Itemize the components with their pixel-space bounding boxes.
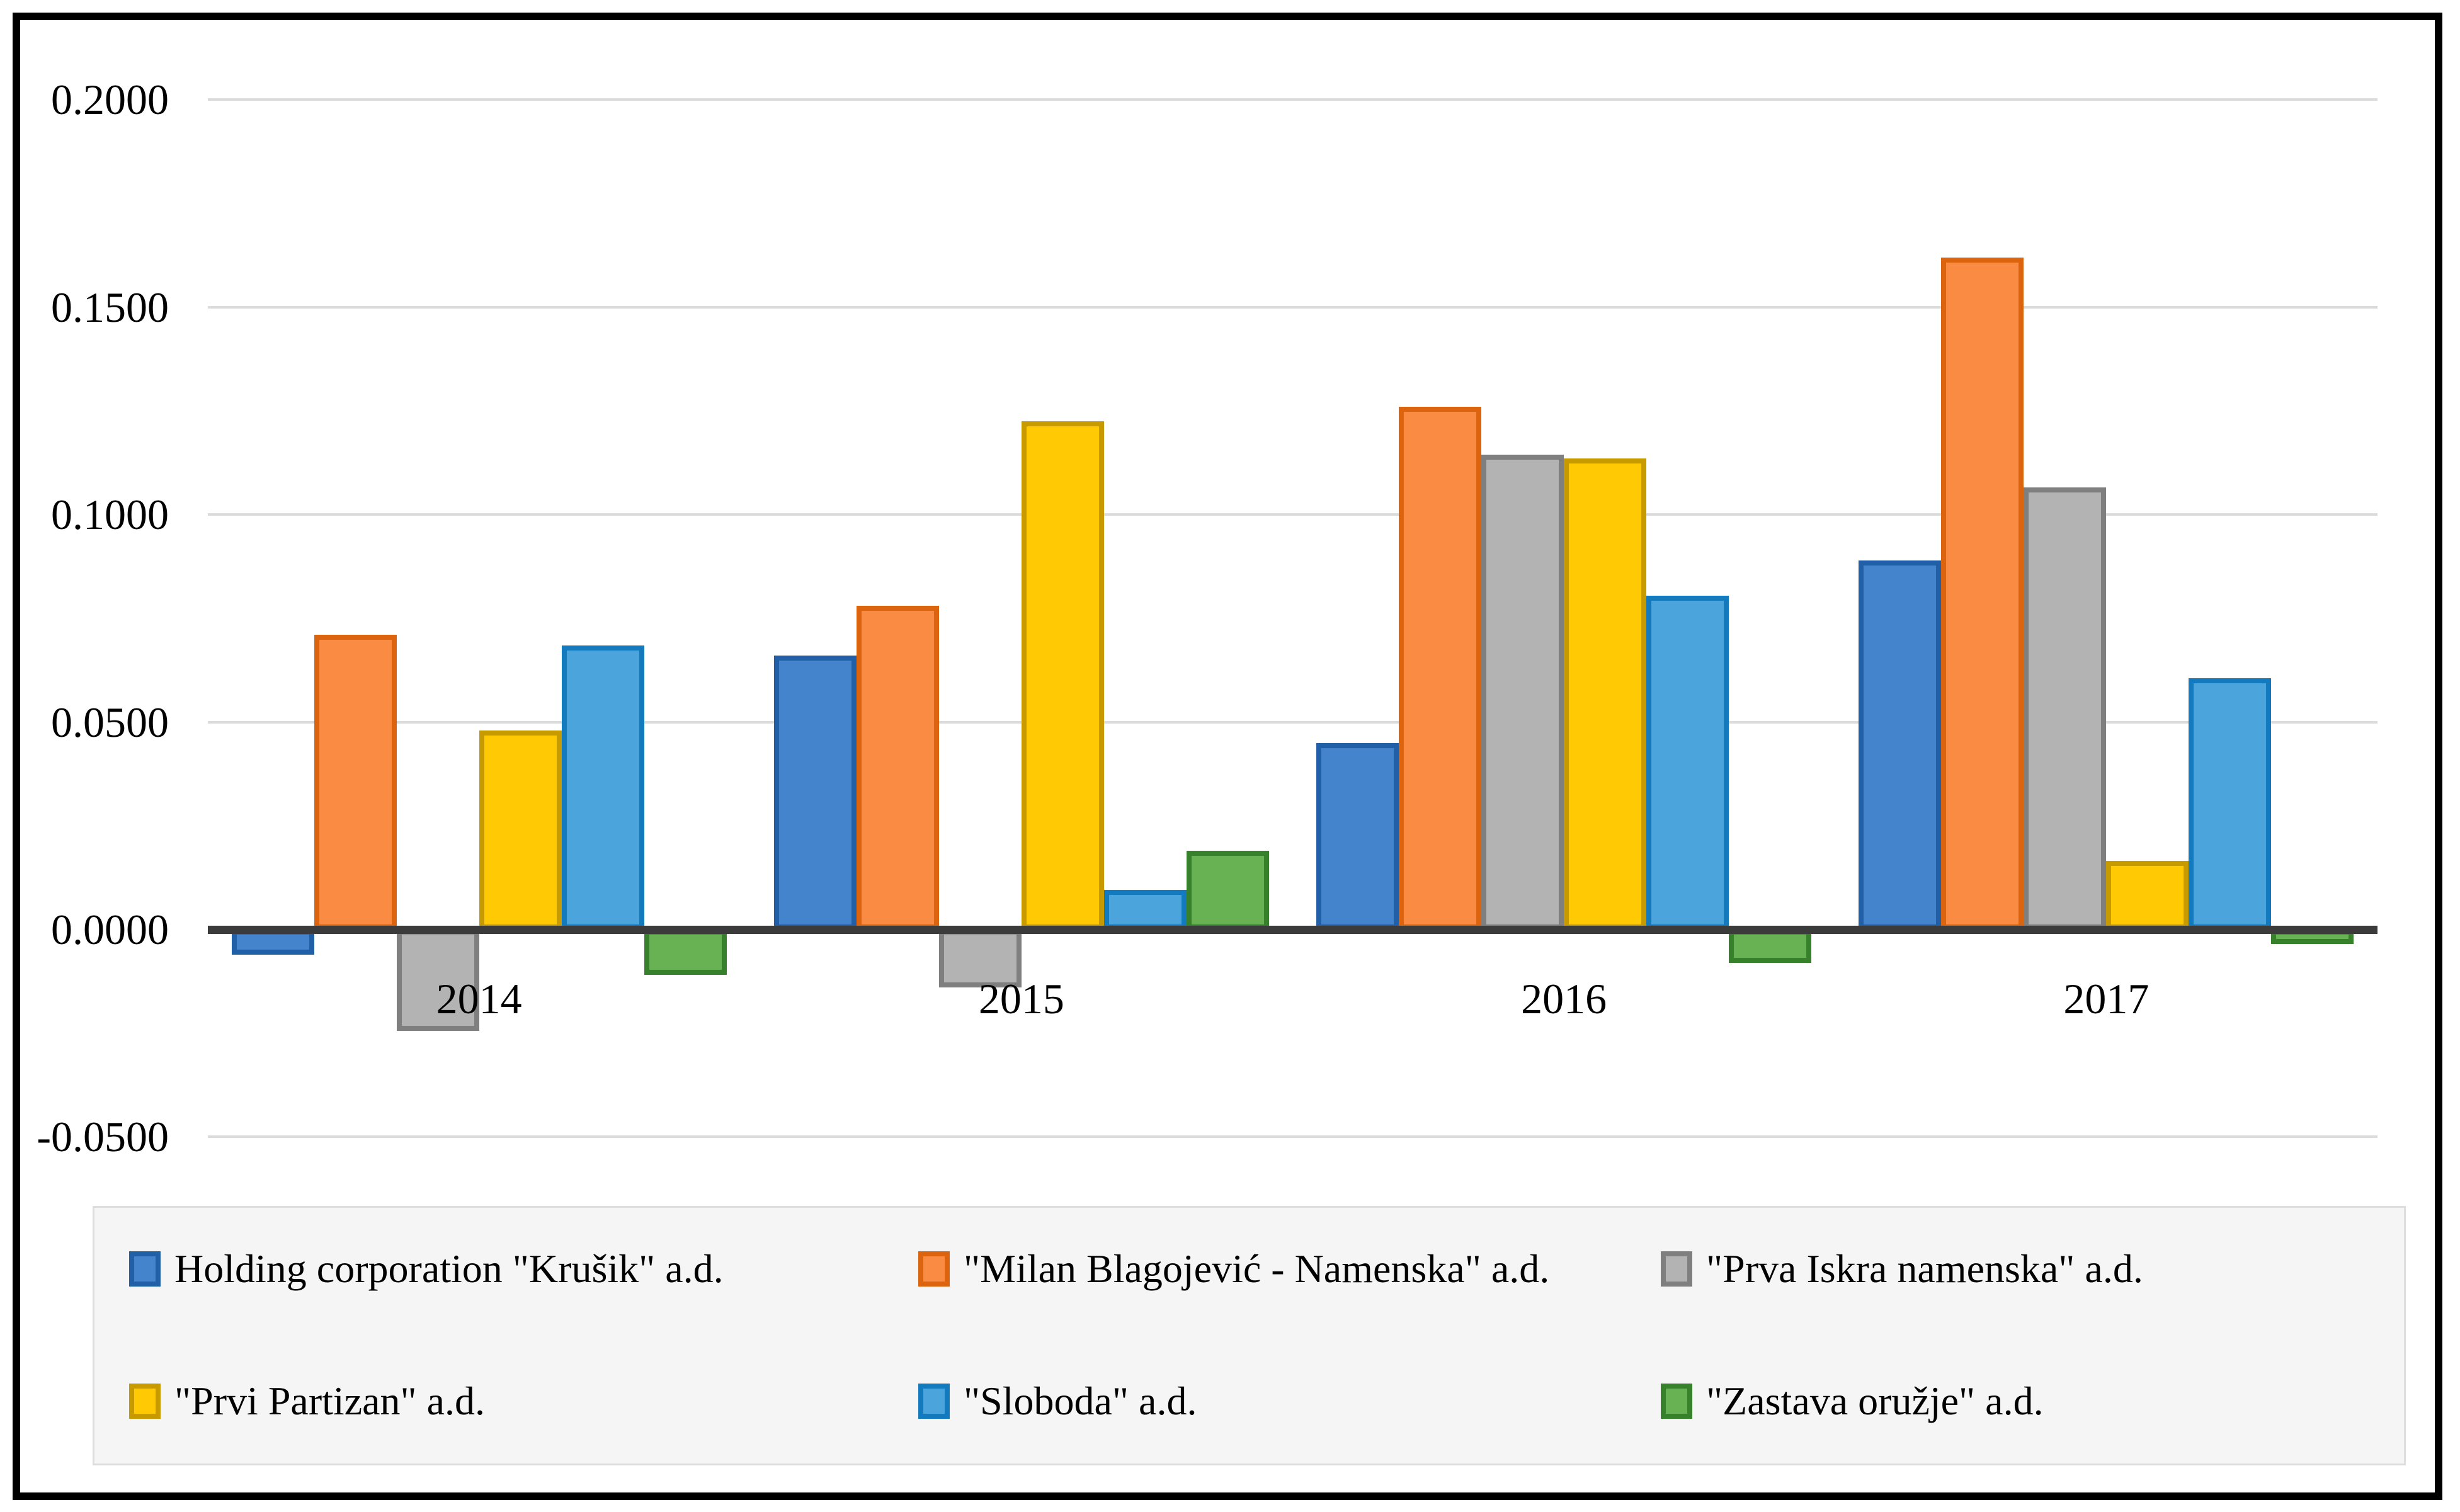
gridline-0.1000 xyxy=(208,513,2377,516)
legend-item-4: "Prvi Partizan" a.d. xyxy=(129,1378,486,1423)
bar-series2-2015 xyxy=(856,606,939,929)
bar-series5-2017 xyxy=(2189,678,2272,929)
bar-series1-2016 xyxy=(1316,742,1399,929)
legend-item-2: "Milan Blagojević - Namenska" a.d. xyxy=(918,1246,1550,1291)
legend-label: Holding corporation "Krušik" a.d. xyxy=(174,1246,724,1291)
bar-series4-2015 xyxy=(1021,421,1104,929)
x-tick-label-2016: 2016 xyxy=(1521,975,1607,1023)
bar-series6-2016 xyxy=(1729,929,1812,963)
y-tick-label: 0.0500 xyxy=(51,698,169,746)
bar-series6-2014 xyxy=(644,929,727,975)
legend-swatch-icon xyxy=(918,1251,950,1287)
bar-series6-2015 xyxy=(1186,850,1269,929)
bar-series3-2015 xyxy=(938,929,1022,988)
legend-item-3: "Prva Iskra namenska" a.d. xyxy=(1661,1246,2143,1291)
y-tick-label: 0.0000 xyxy=(51,906,169,953)
bar-series2-2014 xyxy=(314,635,397,929)
bar-series2-2017 xyxy=(1941,257,2024,929)
bar-series4-2014 xyxy=(479,730,562,929)
x-tick-label-2014: 2014 xyxy=(436,975,522,1023)
gridline-0.0500 xyxy=(208,720,2377,724)
x-tick-label-2017: 2017 xyxy=(2063,975,2150,1023)
y-tick-label: -0.0500 xyxy=(37,1113,169,1161)
y-tick-label: 0.1000 xyxy=(51,491,169,539)
bar-series2-2016 xyxy=(1399,406,1482,929)
bar-series5-2014 xyxy=(561,645,644,929)
legend-item-5: "Sloboda" a.d. xyxy=(918,1378,1197,1423)
bar-series3-2016 xyxy=(1481,454,1564,929)
legend: Holding corporation "Krušik" a.d. "Milan … xyxy=(93,1206,2406,1465)
bar-series1-2015 xyxy=(773,656,857,929)
bar-series4-2016 xyxy=(1564,458,1647,929)
legend-label: "Prva Iskra namenska" a.d. xyxy=(1706,1246,2143,1291)
bar-series1-2017 xyxy=(1859,560,1942,929)
y-tick-label: 0.2000 xyxy=(51,76,169,124)
bar-series5-2015 xyxy=(1103,890,1187,929)
legend-label: "Milan Blagojević - Namenska" a.d. xyxy=(964,1246,1550,1291)
gridline-0.1500 xyxy=(208,305,2377,309)
legend-swatch-icon xyxy=(1661,1384,1692,1419)
legend-item-1: Holding corporation "Krušik" a.d. xyxy=(129,1246,724,1291)
y-tick-label: 0.1500 xyxy=(51,283,169,331)
bar-series5-2016 xyxy=(1646,595,1729,929)
legend-label: "Zastava oružje" a.d. xyxy=(1706,1378,2044,1423)
legend-label: "Sloboda" a.d. xyxy=(964,1378,1197,1423)
legend-swatch-icon xyxy=(129,1251,161,1287)
legend-label: "Prvi Partizan" a.d. xyxy=(174,1378,486,1423)
gridline-0.2000 xyxy=(208,98,2377,101)
bar-series3-2017 xyxy=(2024,487,2107,929)
legend-swatch-icon xyxy=(918,1384,950,1419)
legend-swatch-icon xyxy=(1661,1251,1692,1287)
legend-swatch-icon xyxy=(129,1384,161,1419)
x-tick-label-2015: 2015 xyxy=(978,975,1064,1023)
gridline--0.0500 xyxy=(208,1135,2377,1139)
legend-item-6: "Zastava oružje" a.d. xyxy=(1661,1378,2044,1423)
zero-axis-line xyxy=(208,926,2377,934)
bar-series4-2017 xyxy=(2106,861,2189,929)
